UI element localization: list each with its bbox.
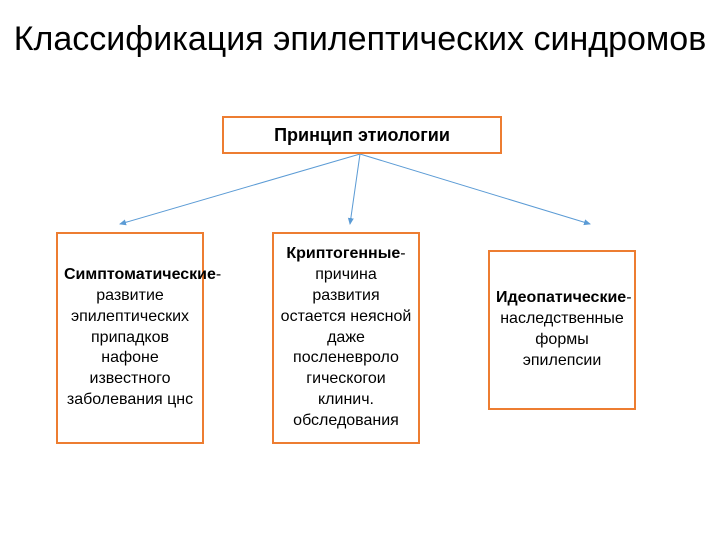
child-node-2-title: Криптогенные	[286, 245, 400, 262]
arrow-3	[360, 154, 590, 224]
root-node: Принцип этиологии	[222, 116, 502, 154]
page-title: Классификация эпилептических синдромов	[0, 0, 720, 61]
root-node-label: Принцип этиологии	[274, 125, 450, 146]
child-node-1: Симптоматические- развитие эпилептически…	[56, 232, 204, 444]
child-node-3: Идеопатические- наследственные формы эпи…	[488, 250, 636, 410]
child-node-3-title: Идеопатические	[496, 289, 626, 306]
arrow-1	[120, 154, 360, 224]
child-node-2-text: -причина развития остается неясной даже …	[281, 245, 412, 428]
child-node-1-text: - развитие эпилептических припадков нафо…	[67, 266, 221, 408]
connector-arrows	[0, 154, 720, 232]
arrow-2	[350, 154, 360, 224]
child-node-1-title: Симптоматические	[64, 266, 216, 283]
child-node-2: Криптогенные-причина развития остается н…	[272, 232, 420, 444]
